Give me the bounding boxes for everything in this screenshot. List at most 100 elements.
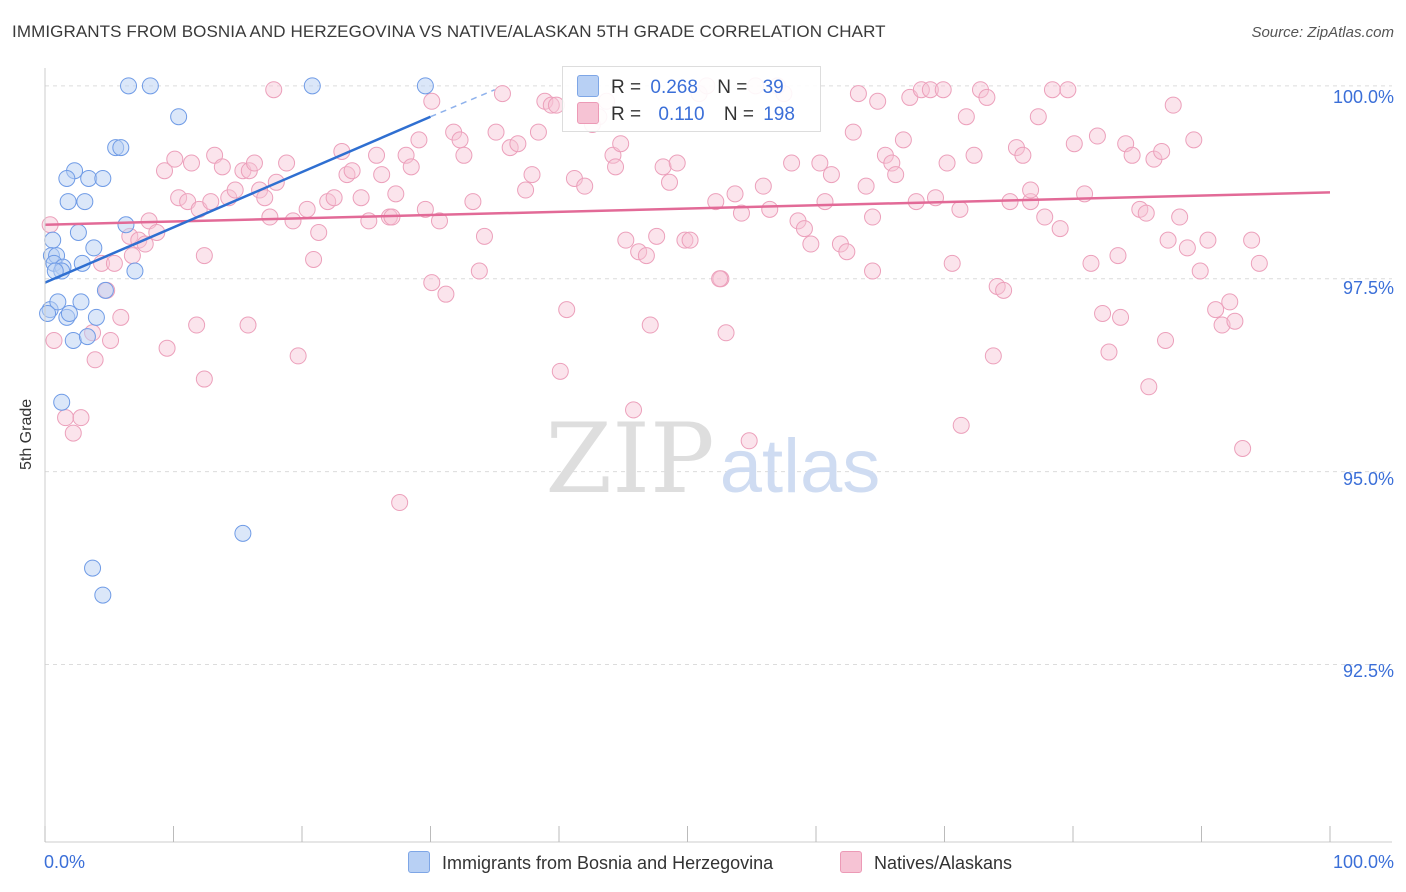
point-native <box>625 401 643 419</box>
point-native <box>72 409 90 427</box>
point-native <box>368 146 386 164</box>
legend-label: Immigrants from Bosnia and Herzegovina <box>442 853 774 873</box>
point-native <box>1036 208 1054 226</box>
point-immigrant <box>94 586 112 604</box>
point-immigrant <box>117 216 135 234</box>
point-native <box>1051 220 1069 238</box>
point-native <box>493 85 511 103</box>
point-native <box>1059 81 1077 99</box>
point-native <box>1221 293 1239 311</box>
trend-line-immigrants-extension <box>430 89 496 118</box>
point-native <box>726 185 744 203</box>
point-native <box>654 158 672 176</box>
point-immigrant <box>234 524 252 542</box>
point-native <box>637 247 655 265</box>
point-native <box>298 200 316 218</box>
point-native <box>1112 308 1130 326</box>
point-native <box>740 432 758 450</box>
point-native <box>648 227 666 245</box>
point-native <box>239 316 257 334</box>
legend-swatch-pink <box>577 102 599 124</box>
legend-swatch-blue <box>408 851 430 873</box>
point-native <box>387 185 405 203</box>
point-native <box>934 81 952 99</box>
points-immigrants-bosnia <box>39 77 434 604</box>
point-native <box>952 416 970 434</box>
point-immigrant <box>64 331 82 349</box>
point-native <box>838 243 856 261</box>
point-native <box>761 200 779 218</box>
point-native <box>612 135 630 153</box>
point-native <box>1065 135 1083 153</box>
point-immigrant <box>94 169 112 187</box>
point-native <box>325 189 343 207</box>
x-tick-label-min: 0.0% <box>44 852 86 872</box>
watermark: ZIP atlas <box>545 403 880 515</box>
point-immigrant <box>59 193 77 211</box>
point-native <box>965 146 983 164</box>
point-native <box>711 270 729 288</box>
point-immigrant <box>72 293 90 311</box>
point-immigrant <box>39 304 57 322</box>
point-native <box>158 339 176 357</box>
point-native <box>1157 331 1175 349</box>
point-native <box>1243 231 1261 249</box>
point-immigrant <box>58 169 76 187</box>
point-native <box>470 262 488 280</box>
point-native <box>501 139 519 157</box>
point-immigrant <box>69 223 87 241</box>
point-immigrant <box>78 328 96 346</box>
y-axis-label: 5th Grade <box>18 398 35 470</box>
source-credit: Source: ZipAtlas.com <box>1251 24 1394 41</box>
point-native <box>857 177 875 195</box>
point-native <box>1082 254 1100 272</box>
correlation-legend: R = 0.268 N = 39 R = 0.110 N = 198 <box>562 66 821 132</box>
point-native <box>864 262 882 280</box>
point-native <box>894 131 912 149</box>
legend-r-label: R = <box>611 104 642 125</box>
point-native <box>45 331 63 349</box>
point-native <box>416 200 434 218</box>
point-native <box>542 96 560 114</box>
point-native <box>641 316 659 334</box>
point-native <box>455 146 473 164</box>
point-native <box>1234 440 1252 457</box>
point-native <box>517 181 535 199</box>
point-immigrant <box>126 262 144 280</box>
point-native <box>261 208 279 226</box>
legend-r-value: 0.110 <box>658 104 705 125</box>
point-native <box>523 166 541 184</box>
point-native <box>475 227 493 245</box>
point-immigrant <box>120 77 138 95</box>
point-native <box>864 208 882 226</box>
bottom-legend-immigrants: Immigrants from Bosnia and Herzegovina <box>408 851 773 874</box>
watermark-zip: ZIP <box>545 403 714 515</box>
point-native <box>754 177 772 195</box>
point-native <box>343 162 361 180</box>
point-native <box>1171 208 1189 226</box>
point-immigrant <box>44 231 62 249</box>
point-native <box>717 324 735 342</box>
point-native <box>464 193 482 211</box>
point-native <box>170 189 188 207</box>
point-native <box>105 254 123 272</box>
legend-swatch-blue <box>577 75 599 97</box>
point-native <box>1178 239 1196 257</box>
point-native <box>957 108 975 126</box>
point-immigrant <box>303 77 321 95</box>
point-native <box>182 154 200 172</box>
point-native <box>166 150 184 168</box>
point-immigrant <box>96 281 114 299</box>
point-native <box>921 81 939 99</box>
legend-n-label: N = <box>717 77 748 98</box>
point-native <box>676 231 694 249</box>
legend-row-immigrants: R = 0.268 N = 39 <box>577 75 784 99</box>
point-native <box>811 154 829 172</box>
point-native <box>451 131 469 149</box>
point-native <box>630 243 648 261</box>
point-immigrant <box>84 559 102 577</box>
legend-n-value: 39 <box>762 77 784 98</box>
y-tick-label-92-5: 92.5% <box>1342 661 1394 681</box>
point-native <box>1213 316 1231 334</box>
